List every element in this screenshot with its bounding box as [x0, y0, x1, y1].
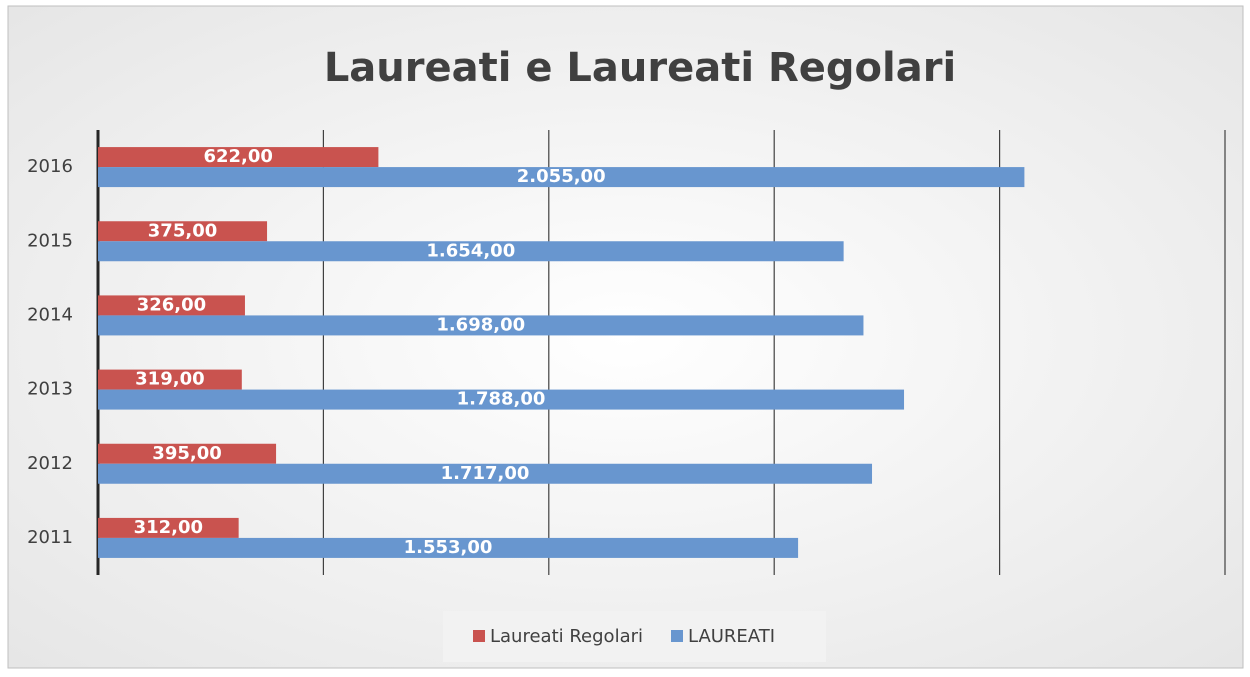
data-label: 395,00	[152, 443, 221, 464]
data-label: 1.788,00	[457, 389, 546, 410]
bar	[98, 463, 873, 484]
legend-label: Laureati Regolari	[490, 626, 643, 647]
y-tick-label: 2013	[27, 379, 73, 400]
legend-box	[443, 611, 826, 662]
data-label: 1.717,00	[441, 463, 530, 484]
data-label: 1.698,00	[436, 314, 525, 335]
data-label: 319,00	[135, 369, 204, 390]
bar	[98, 369, 242, 390]
legend-swatch	[473, 630, 485, 642]
y-tick-label: 2014	[27, 304, 73, 325]
y-tick-label: 2016	[27, 156, 73, 177]
data-label: 622,00	[203, 146, 272, 167]
data-label: 1.654,00	[426, 240, 515, 261]
y-tick-label: 2015	[27, 230, 73, 251]
data-label: 1.553,00	[404, 537, 493, 558]
bar	[98, 167, 1025, 188]
bar	[98, 537, 799, 558]
data-label: 375,00	[148, 220, 217, 241]
chart-title: Laureati e Laureati Regolari	[324, 45, 956, 91]
bar	[98, 389, 905, 410]
y-tick-label: 2011	[27, 527, 73, 548]
y-tick-label: 2012	[27, 453, 73, 474]
bar	[98, 147, 379, 168]
legend-swatch	[671, 630, 683, 642]
data-label: 326,00	[137, 294, 206, 315]
bar	[98, 241, 844, 262]
bar	[98, 517, 239, 538]
legend-label: LAUREATI	[688, 626, 775, 647]
bar	[98, 315, 864, 336]
bar	[98, 443, 277, 464]
bar	[98, 221, 268, 242]
data-label: 312,00	[134, 517, 203, 538]
data-label: 2.055,00	[517, 166, 606, 187]
chart-area	[7, 5, 1244, 669]
bar	[98, 295, 245, 316]
